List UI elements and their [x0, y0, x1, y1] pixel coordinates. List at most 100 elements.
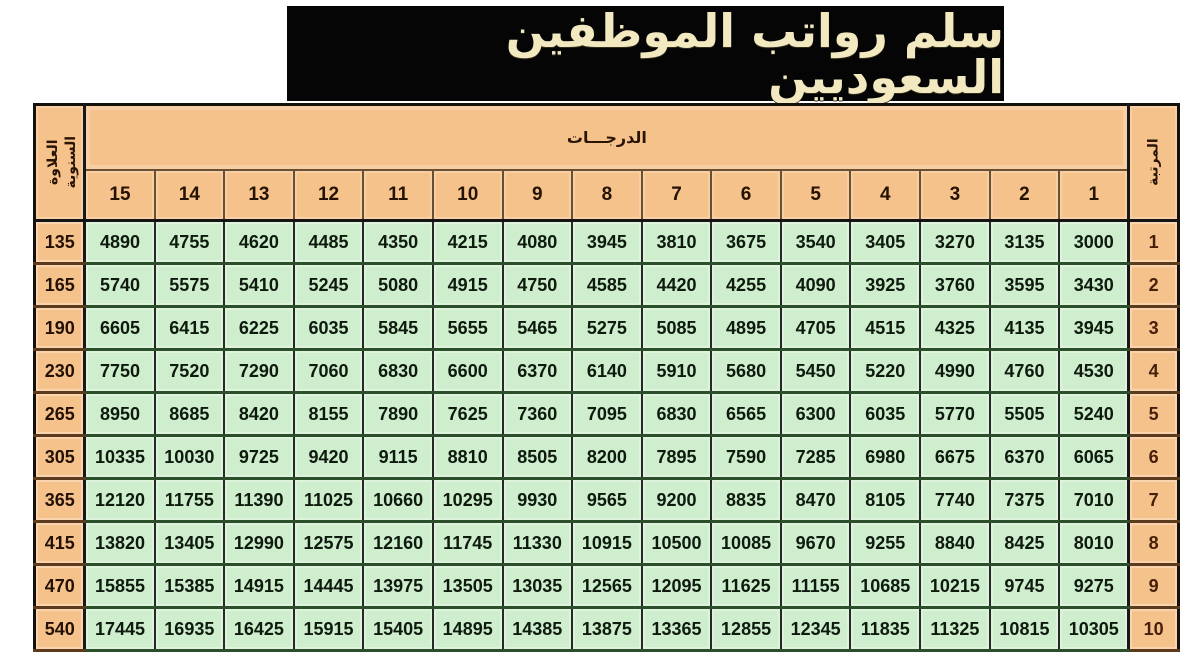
- salary-cell-rank-1-degree-3: 3270: [919, 219, 991, 265]
- salary-cell-rank-4-degree-8: 6140: [571, 348, 643, 394]
- salary-cell-rank-3-degree-8: 5275: [571, 305, 643, 351]
- salary-cell-rank-7-degree-7: 9200: [640, 477, 713, 523]
- salary-cell-rank-6-degree-6: 7590: [710, 434, 782, 480]
- salary-cell-rank-3-degree-12: 6035: [292, 305, 365, 351]
- salary-row-rank-2: 165 5740 5575 5410 5245 5080 4915 4750 4585 4420 4…: [33, 262, 1180, 308]
- salary-cell-rank-1-degree-15: 4890: [83, 219, 156, 265]
- salary-cell-rank-8-degree-3: 8840: [919, 520, 991, 566]
- salary-cell-rank-1-degree-6: 3675: [710, 219, 782, 265]
- salary-cell-rank-7-degree-8: 9565: [571, 477, 643, 523]
- salary-cell-rank-3-degree-1: 3945: [1058, 305, 1130, 351]
- rank-cell-9: 9: [1127, 563, 1180, 609]
- salary-cell-rank-5-degree-7: 6830: [640, 391, 713, 437]
- salary-cell-rank-7-degree-5: 8470: [779, 477, 852, 523]
- salary-cell-rank-2-degree-10: 4915: [431, 262, 504, 308]
- allowance-cell-rank-1: 135: [33, 219, 87, 265]
- salary-cell-rank-4-degree-4: 5220: [849, 348, 922, 394]
- salary-cell-rank-9-degree-9: 13035: [501, 563, 574, 609]
- salary-row-rank-4: 230 7750 7520 7290 7060 6830 6600 6370 6140 5910 5…: [33, 348, 1180, 394]
- salary-cell-rank-7-degree-3: 7740: [919, 477, 991, 523]
- salary-cell-rank-4-degree-7: 5910: [640, 348, 713, 394]
- salary-cell-rank-1-degree-12: 4485: [292, 219, 365, 265]
- salary-cell-rank-3-degree-14: 6415: [153, 305, 226, 351]
- allowance-cell-rank-10: 540: [33, 606, 87, 652]
- salary-cell-rank-4-degree-2: 4760: [988, 348, 1061, 394]
- rank-cell-1: 1: [1127, 219, 1180, 265]
- salary-cell-rank-4-degree-15: 7750: [83, 348, 156, 394]
- salary-cell-rank-5-degree-9: 7360: [501, 391, 574, 437]
- degrees-header-label: الدرجـــات: [566, 127, 647, 147]
- degree-column-header-12: 12: [292, 169, 365, 222]
- salary-cell-rank-4-degree-12: 7060: [292, 348, 365, 394]
- salary-cell-rank-2-degree-9: 4750: [501, 262, 574, 308]
- salary-cell-rank-9-degree-5: 11155: [779, 563, 852, 609]
- salary-cell-rank-2-degree-4: 3925: [849, 262, 922, 308]
- degree-column-header-11: 11: [362, 169, 434, 222]
- salary-cell-rank-2-degree-8: 4585: [571, 262, 643, 308]
- salary-cell-rank-2-degree-12: 5245: [292, 262, 365, 308]
- salary-row-rank-3: 190 6605 6415 6225 6035 5845 5655 5465 5275 5085 4…: [33, 305, 1180, 351]
- salary-cell-rank-1-degree-1: 3000: [1058, 219, 1130, 265]
- allowance-cell-rank-5: 265: [33, 391, 87, 437]
- salary-row-rank-5: 265 8950 8685 8420 8155 7890 7625 7360 7095 6830 6…: [33, 391, 1180, 437]
- salary-cell-rank-1-degree-5: 3540: [779, 219, 852, 265]
- salary-cell-rank-10-degree-9: 14385: [501, 606, 574, 652]
- salary-cell-rank-8-degree-2: 8425: [988, 520, 1061, 566]
- salary-cell-rank-8-degree-15: 13820: [83, 520, 156, 566]
- salary-cell-rank-9-degree-11: 13975: [362, 563, 434, 609]
- salary-cell-rank-1-degree-4: 3405: [849, 219, 922, 265]
- salary-cell-rank-8-degree-7: 10500: [640, 520, 713, 566]
- salary-cell-rank-9-degree-8: 12565: [571, 563, 643, 609]
- salary-cell-rank-10-degree-1: 10305: [1058, 606, 1130, 652]
- salary-cell-rank-5-degree-2: 5505: [988, 391, 1061, 437]
- salary-cell-rank-6-degree-7: 7895: [640, 434, 713, 480]
- salary-cell-rank-7-degree-1: 7010: [1058, 477, 1130, 523]
- salary-cell-rank-2-degree-13: 5410: [223, 262, 295, 308]
- salary-cell-rank-9-degree-15: 15855: [83, 563, 156, 609]
- salary-cell-rank-1-degree-14: 4755: [153, 219, 226, 265]
- salary-cell-rank-2-degree-6: 4255: [710, 262, 782, 308]
- salary-cell-rank-8-degree-8: 10915: [571, 520, 643, 566]
- salary-row-rank-10-partial: 540 17445 16935 16425 15915 15405 14895 14385 13…: [33, 606, 1180, 652]
- salary-cell-rank-2-degree-14: 5575: [153, 262, 226, 308]
- salary-cell-rank-7-degree-10: 10295: [431, 477, 504, 523]
- salary-cell-rank-4-degree-13: 7290: [223, 348, 295, 394]
- salary-cell-rank-6-degree-12: 9420: [292, 434, 365, 480]
- salary-cell-rank-6-degree-14: 10030: [153, 434, 226, 480]
- degree-column-header-5: 5: [779, 169, 852, 222]
- salary-cell-rank-3-degree-4: 4515: [849, 305, 922, 351]
- salary-cell-rank-9-degree-1: 9275: [1058, 563, 1130, 609]
- salary-cell-rank-4-degree-14: 7520: [153, 348, 226, 394]
- salary-cell-rank-6-degree-1: 6065: [1058, 434, 1130, 480]
- salary-cell-rank-6-degree-11: 9115: [362, 434, 434, 480]
- degree-column-header-3: 3: [919, 169, 991, 222]
- salary-cell-rank-10-degree-2: 10815: [988, 606, 1061, 652]
- degrees-header-cell: الدرجـــات: [83, 103, 1130, 171]
- salary-cell-rank-7-degree-11: 10660: [362, 477, 434, 523]
- salary-cell-rank-9-degree-14: 15385: [153, 563, 226, 609]
- degree-column-header-1: 1: [1058, 169, 1130, 222]
- salary-cell-rank-1-degree-2: 3135: [988, 219, 1061, 265]
- salary-cell-rank-3-degree-7: 5085: [640, 305, 713, 351]
- rank-cell-2: 2: [1127, 262, 1180, 308]
- salary-cell-rank-7-degree-4: 8105: [849, 477, 922, 523]
- salary-cell-rank-1-degree-8: 3945: [571, 219, 643, 265]
- degree-column-header-9: 9: [501, 169, 574, 222]
- salary-cell-rank-2-degree-1: 3430: [1058, 262, 1130, 308]
- rank-header-label: المرتبة: [1146, 138, 1163, 187]
- degree-column-header-14: 14: [153, 169, 226, 222]
- salary-cell-rank-3-degree-13: 6225: [223, 305, 295, 351]
- salary-cell-rank-5-degree-4: 6035: [849, 391, 922, 437]
- salary-cell-rank-9-degree-6: 11625: [710, 563, 782, 609]
- salary-cell-rank-1-degree-10: 4215: [431, 219, 504, 265]
- salary-cell-rank-5-degree-10: 7625: [431, 391, 504, 437]
- salary-cell-rank-6-degree-13: 9725: [223, 434, 295, 480]
- salary-cell-rank-5-degree-1: 5240: [1058, 391, 1130, 437]
- salary-cell-rank-2-degree-7: 4420: [640, 262, 713, 308]
- salary-cell-rank-5-degree-5: 6300: [779, 391, 852, 437]
- salary-cell-rank-10-degree-10: 14895: [431, 606, 504, 652]
- salary-cell-rank-9-degree-2: 9745: [988, 563, 1061, 609]
- salary-cell-rank-8-degree-11: 12160: [362, 520, 434, 566]
- salary-cell-rank-7-degree-6: 8835: [710, 477, 782, 523]
- salary-cell-rank-5-degree-3: 5770: [919, 391, 991, 437]
